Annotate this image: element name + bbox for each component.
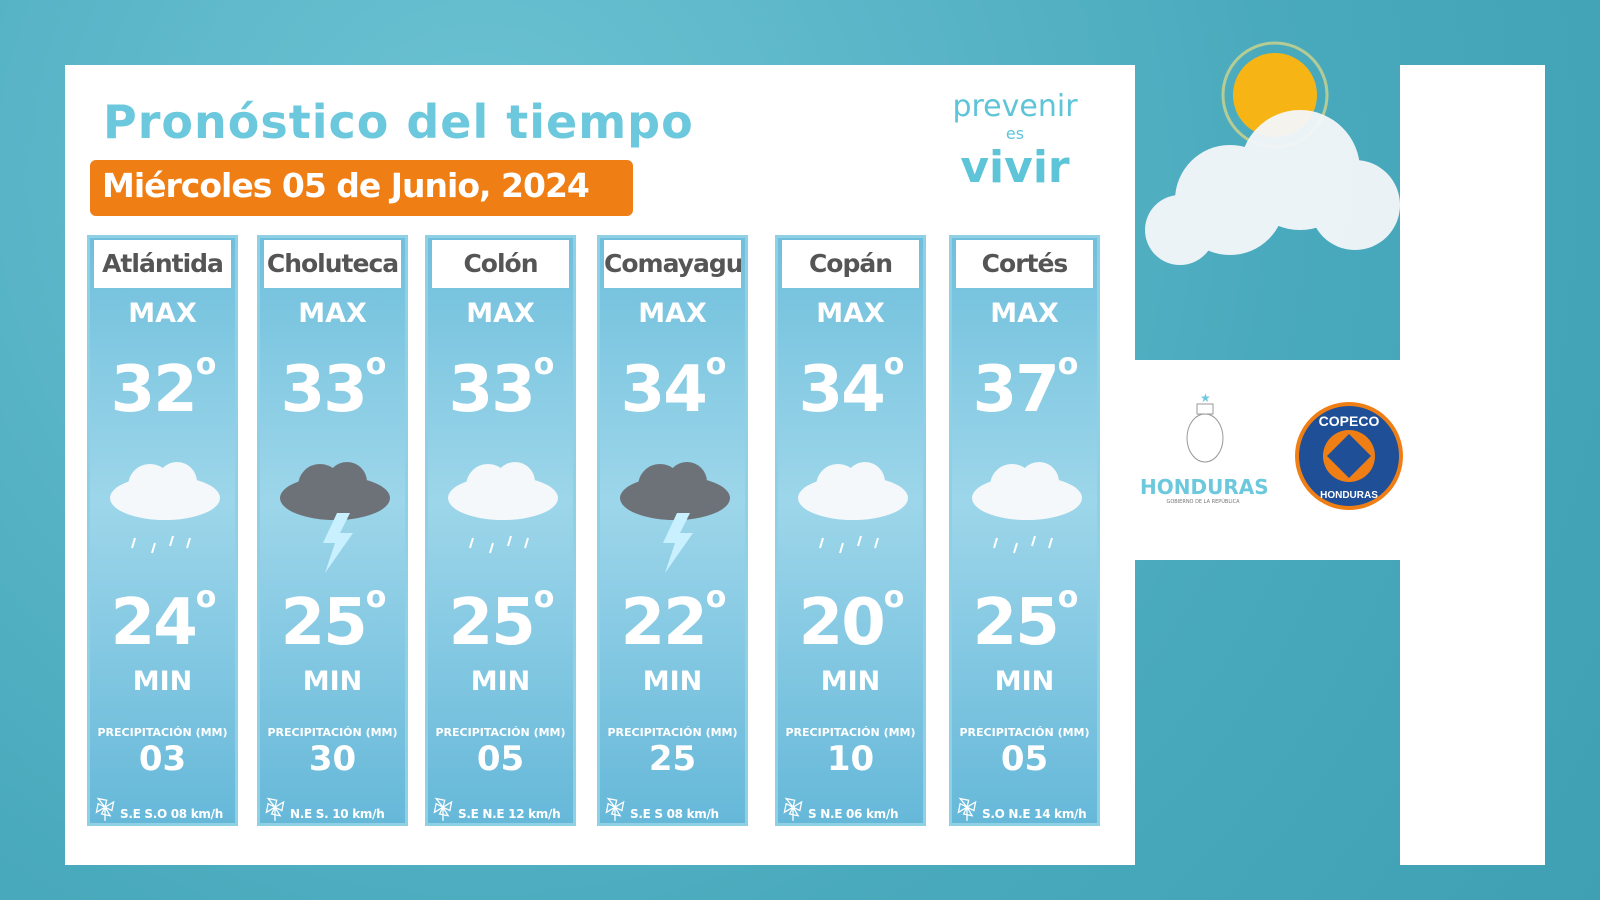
precipitation-label: PRECIPITACIÓN (MM) bbox=[267, 726, 398, 739]
svg-text:COPECO: COPECO bbox=[1319, 413, 1380, 429]
wind-text: N.E S. 10 km/h bbox=[290, 807, 385, 821]
min-temp: 25o bbox=[972, 580, 1079, 660]
max-temp: 32o bbox=[110, 347, 217, 427]
cloud-rain-icon bbox=[448, 462, 558, 554]
max-temp: 33o bbox=[448, 347, 555, 427]
wind-text: S.E N.E 12 km/h bbox=[458, 807, 561, 821]
department-name: Choluteca bbox=[264, 240, 401, 288]
wind-info: S.E N.E 12 km/h bbox=[431, 795, 572, 821]
wind-text: S.E S.O 08 km/h bbox=[120, 807, 223, 821]
pinwheel-icon bbox=[783, 797, 803, 821]
department-column: Colón MAX 33o 25o MIN PRECIPITACIÓN (MM)… bbox=[425, 235, 576, 826]
max-label: MAX bbox=[128, 298, 197, 329]
min-temp: 25o bbox=[448, 580, 555, 660]
sun-cloud-icon bbox=[1145, 41, 1400, 265]
right-panel bbox=[1400, 65, 1545, 865]
pinwheel-icon bbox=[605, 797, 625, 821]
wind-text: S.O N.E 14 km/h bbox=[982, 807, 1087, 821]
cloud-rain-icon bbox=[972, 462, 1082, 554]
department-name: Copán bbox=[782, 240, 919, 288]
min-label: MIN bbox=[470, 666, 531, 697]
max-label: MAX bbox=[990, 298, 1059, 329]
wind-info: N.E S. 10 km/h bbox=[263, 795, 404, 821]
min-label: MIN bbox=[302, 666, 363, 697]
wind-info: S.O N.E 14 km/h bbox=[955, 795, 1096, 821]
wind-info: S.E S 08 km/h bbox=[603, 795, 744, 821]
prevenir-es-vivir-logo: prevenir es vivir bbox=[952, 89, 1078, 193]
honduras-logo: ★ HONDURAS GOBIERNO DE LA REPÚBLICA bbox=[1140, 391, 1269, 505]
date-banner: Miércoles 05 de Junio, 2024 bbox=[90, 160, 633, 216]
max-label: MAX bbox=[816, 298, 885, 329]
cloud-rain-icon bbox=[110, 462, 220, 554]
department-column: Cortés MAX 37o 25o MIN PRECIPITACIÓN (MM… bbox=[949, 235, 1100, 826]
min-temp: 22o bbox=[620, 580, 727, 660]
wind-text: S N.E 06 km/h bbox=[808, 807, 899, 821]
cloud-rain-icon bbox=[798, 462, 908, 554]
min-label: MIN bbox=[994, 666, 1055, 697]
copeco-logo: COPECO HONDURAS bbox=[1295, 402, 1403, 510]
thunderstorm-icon bbox=[280, 462, 390, 573]
department-column: Atlántida MAX 32o 24o MIN PRECIPITACIÓN … bbox=[87, 235, 238, 826]
coat-of-arms-icon: ★ bbox=[1186, 391, 1224, 463]
precipitation-label: PRECIPITACIÓN (MM) bbox=[435, 726, 566, 739]
page-title: Pronóstico del tiempo bbox=[103, 95, 694, 149]
max-temp: 34o bbox=[798, 347, 905, 427]
precipitation-value: 30 bbox=[308, 739, 357, 779]
precipitation-value: 05 bbox=[1000, 739, 1049, 779]
precipitation-value: 05 bbox=[476, 739, 525, 779]
min-temp: 24o bbox=[110, 580, 217, 660]
department-column: Comayagua MAX 34o 22o MIN PRECIPITACIÓN … bbox=[597, 235, 748, 826]
svg-text:★: ★ bbox=[1200, 391, 1211, 405]
pinwheel-icon bbox=[95, 797, 115, 821]
min-label: MIN bbox=[132, 666, 193, 697]
min-temp: 25o bbox=[280, 580, 387, 660]
department-column: Choluteca MAX 33o 25o MIN PRECIPITACIÓN … bbox=[257, 235, 408, 826]
thunderstorm-icon bbox=[620, 462, 730, 573]
department-name: Atlántida bbox=[94, 240, 231, 288]
precipitation-label: PRECIPITACIÓN (MM) bbox=[959, 726, 1090, 739]
pinwheel-icon bbox=[433, 797, 453, 821]
max-label: MAX bbox=[298, 298, 367, 329]
max-label: MAX bbox=[466, 298, 535, 329]
max-temp: 33o bbox=[280, 347, 387, 427]
max-temp: 37o bbox=[972, 347, 1079, 427]
precipitation-label: PRECIPITACIÓN (MM) bbox=[97, 726, 228, 739]
precipitation-value: 10 bbox=[826, 739, 875, 779]
min-label: MIN bbox=[820, 666, 881, 697]
wind-info: S.E S.O 08 km/h bbox=[93, 795, 234, 821]
precipitation-label: PRECIPITACIÓN (MM) bbox=[785, 726, 916, 739]
pinwheel-icon bbox=[957, 797, 977, 821]
precipitation-value: 25 bbox=[648, 739, 697, 779]
svg-text:HONDURAS: HONDURAS bbox=[1320, 490, 1378, 501]
max-label: MAX bbox=[638, 298, 707, 329]
precipitation-value: 03 bbox=[138, 739, 187, 779]
department-name: Cortés bbox=[956, 240, 1093, 288]
min-label: MIN bbox=[642, 666, 703, 697]
department-name: Comayagua bbox=[604, 240, 741, 288]
department-column: Copán MAX 34o 20o MIN PRECIPITACIÓN (MM)… bbox=[775, 235, 926, 826]
department-name: Colón bbox=[432, 240, 569, 288]
pinwheel-icon bbox=[265, 797, 285, 821]
wind-text: S.E S 08 km/h bbox=[630, 807, 719, 821]
wind-info: S N.E 06 km/h bbox=[781, 795, 922, 821]
min-temp: 20o bbox=[798, 580, 905, 660]
max-temp: 34o bbox=[620, 347, 727, 427]
precipitation-label: PRECIPITACIÓN (MM) bbox=[607, 726, 738, 739]
